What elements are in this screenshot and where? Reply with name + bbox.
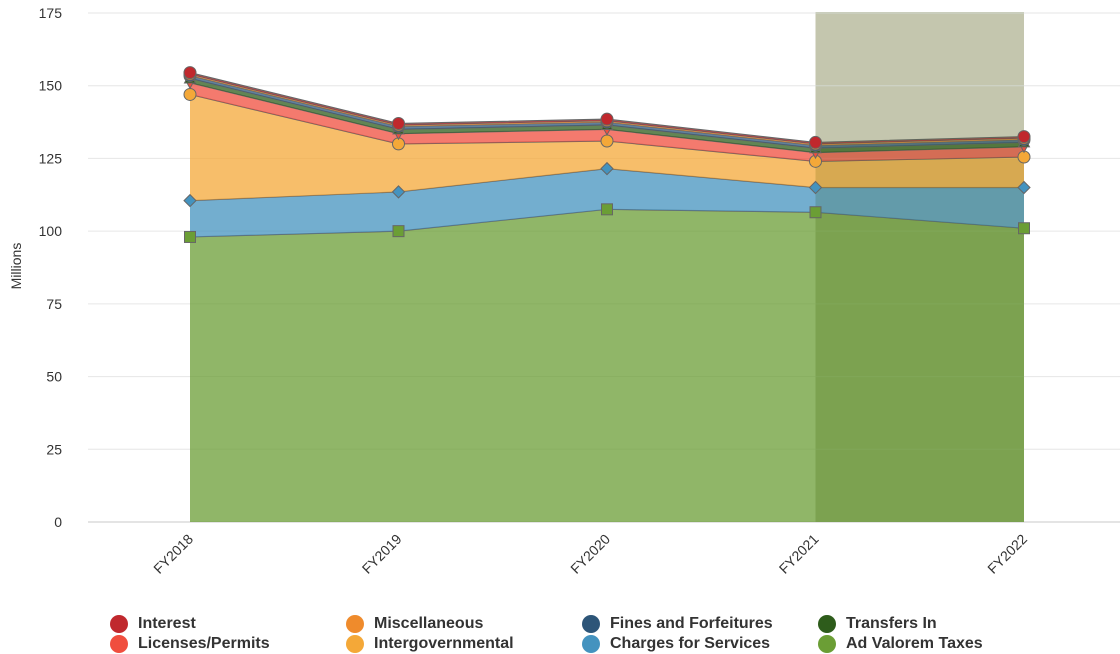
- legend-label: Charges for Services: [610, 635, 771, 652]
- data-point: [809, 206, 822, 219]
- y-tick-label: 50: [46, 369, 62, 385]
- y-tick-label: 75: [46, 296, 62, 312]
- y-tick-label: 125: [39, 150, 63, 166]
- legend-item[interactable]: Licenses/Permits: [110, 634, 346, 654]
- legend-marker-icon: [818, 635, 836, 653]
- legend-marker-icon: [110, 615, 128, 633]
- data-point: [600, 112, 614, 126]
- legend-label: Fines and Forfeitures: [610, 615, 773, 632]
- data-point: [391, 185, 406, 199]
- legend-item[interactable]: Charges for Services: [582, 634, 818, 654]
- x-tick-label: FY2021: [776, 531, 822, 577]
- legend-marker-icon: [346, 635, 364, 653]
- y-tick-label: 175: [39, 5, 63, 21]
- data-point: [808, 180, 823, 195]
- data-point: [392, 225, 405, 238]
- legend-marker-icon: [582, 615, 600, 633]
- legend-marker-icon: [110, 635, 128, 653]
- legend-label: Licenses/Permits: [138, 635, 270, 652]
- highlight-overlay-layer: [815, 12, 1024, 522]
- data-point: [183, 87, 197, 101]
- legend: Interest Miscellaneous Fines and Forfeitur…: [110, 614, 1110, 654]
- x-tick-label: FY2022: [984, 531, 1030, 577]
- legend-label: Ad Valorem Taxes: [846, 635, 983, 652]
- y-tick-label: 100: [39, 223, 63, 239]
- legend-label: Interest: [138, 615, 196, 632]
- data-point: [600, 161, 614, 176]
- legend-item[interactable]: Ad Valorem Taxes: [818, 634, 1054, 654]
- highlight-overlay: [815, 12, 1024, 522]
- legend-item[interactable]: Miscellaneous: [346, 614, 582, 634]
- area-series: [190, 209, 1024, 523]
- legend-marker-icon: [818, 615, 836, 633]
- area-series: [190, 168, 1024, 237]
- legend-item[interactable]: Fines and Forfeitures: [582, 614, 818, 634]
- legend-item[interactable]: Transfers In: [818, 614, 1054, 634]
- x-tick-label: FY2018: [150, 531, 196, 577]
- data-point: [392, 117, 405, 131]
- series-markers: [183, 66, 1031, 243]
- legend-label: Miscellaneous: [374, 615, 484, 632]
- y-tick-label: 25: [46, 441, 62, 457]
- x-axis-ticks: FY2018 FY2019 FY2020 FY2021 FY2022: [150, 531, 1030, 577]
- data-point: [1017, 130, 1031, 144]
- legend-marker-icon: [582, 635, 600, 653]
- data-point: [809, 135, 822, 149]
- y-axis-ticks: 0 25 50 75 100 125 150 175: [39, 5, 63, 530]
- data-point: [601, 203, 613, 216]
- data-point: [183, 193, 197, 208]
- data-point: [183, 66, 197, 80]
- y-tick-label: 150: [39, 78, 63, 94]
- y-axis-title: Millions: [8, 243, 24, 290]
- x-tick-label: FY2020: [567, 531, 613, 577]
- legend-label: Intergovernmental: [374, 635, 514, 652]
- legend-marker-icon: [346, 615, 364, 633]
- x-tick-label: FY2019: [359, 531, 405, 577]
- data-point: [1018, 222, 1030, 235]
- legend-item[interactable]: Interest: [110, 614, 346, 634]
- data-point: [600, 134, 614, 148]
- data-point: [184, 230, 196, 243]
- area-series: [190, 94, 1024, 201]
- data-point: [1017, 180, 1031, 195]
- y-tick-label: 0: [54, 514, 62, 530]
- legend-item[interactable]: Intergovernmental: [346, 634, 582, 654]
- legend-label: Transfers In: [846, 615, 937, 632]
